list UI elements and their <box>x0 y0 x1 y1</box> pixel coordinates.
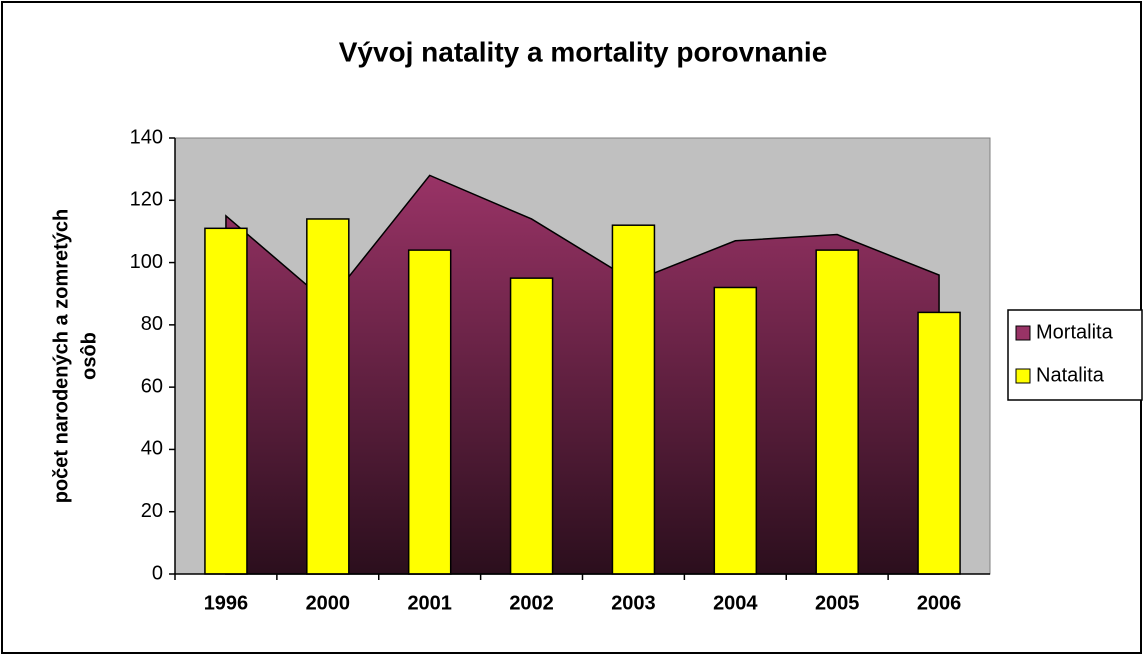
legend-label: Natalita <box>1036 364 1105 386</box>
y-tick-label: 40 <box>141 438 163 460</box>
bar <box>917 311 961 575</box>
x-tick-label: 2006 <box>917 592 962 614</box>
bar <box>713 286 758 575</box>
legend-label: Mortalita <box>1036 321 1114 343</box>
bar <box>611 224 656 575</box>
bar <box>407 249 452 575</box>
bar <box>204 227 248 575</box>
bar <box>509 277 554 575</box>
y-tick-label: 120 <box>130 189 163 211</box>
x-tick-label: 2005 <box>815 592 860 614</box>
x-tick-label: 2002 <box>509 592 554 614</box>
y-tick-label: 100 <box>130 251 163 273</box>
area-shade <box>225 175 940 574</box>
y-tick-label: 20 <box>141 500 163 522</box>
y-tick-label: 140 <box>130 126 163 148</box>
legend-swatch <box>1015 368 1031 384</box>
y-tick-label: 60 <box>141 375 163 397</box>
x-tick-label: 2003 <box>611 592 656 614</box>
y-tick-label: 0 <box>152 562 163 584</box>
bar <box>815 249 859 575</box>
y-axis-label: počet narodených a zomretých <box>50 209 72 504</box>
x-tick-label: 1996 <box>204 592 249 614</box>
bar <box>306 218 350 575</box>
x-tick-label: 2000 <box>306 592 351 614</box>
y-axis-label: osôb <box>78 332 100 380</box>
legend-swatch <box>1015 325 1031 341</box>
y-tick-label: 80 <box>141 313 163 335</box>
chart-title: Vývoj natality a mortality porovnanie <box>339 36 828 67</box>
x-tick-label: 2001 <box>407 592 452 614</box>
legend-box <box>1007 309 1143 401</box>
x-tick-label: 2004 <box>713 592 758 614</box>
